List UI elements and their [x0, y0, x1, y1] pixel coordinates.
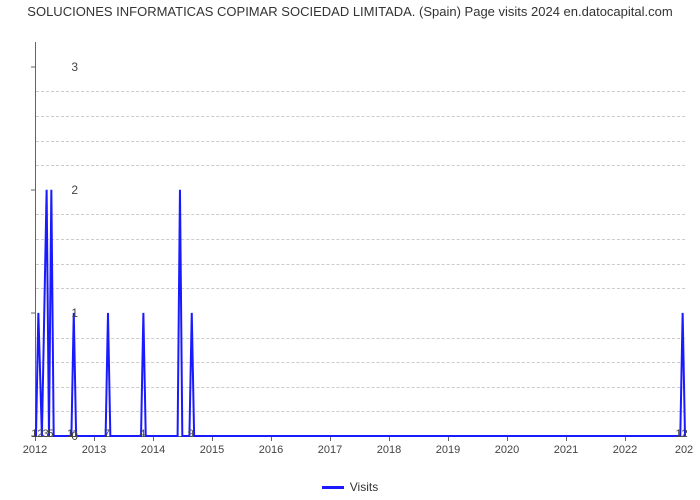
x-tick-mark [212, 437, 213, 441]
x-tick-label: 2022 [613, 444, 637, 456]
legend-label: Visits [350, 480, 378, 494]
x-tick-label: 2012 [23, 444, 47, 456]
x-tick-label: 2019 [436, 444, 460, 456]
x-tick-label: 2020 [495, 444, 519, 456]
chart-plot-wrap [35, 42, 685, 437]
y-tick-label: 3 [58, 60, 78, 74]
plot-area [35, 42, 685, 437]
data-point-label: 9 [188, 428, 194, 440]
chart-title: SOLUCIONES INFORMATICAS COPIMAR SOCIEDAD… [0, 0, 700, 20]
x-tick-label: 2013 [82, 444, 106, 456]
x-tick-mark [153, 437, 154, 441]
data-point-label: 12 [676, 428, 688, 440]
x-tick-label: 2017 [318, 444, 342, 456]
x-tick-mark [507, 437, 508, 441]
x-tick-mark [389, 437, 390, 441]
y-tick-mark [31, 189, 35, 190]
data-point-label: 4 [139, 428, 145, 440]
x-tick-mark [330, 437, 331, 441]
x-tick-mark [448, 437, 449, 441]
x-tick-mark [94, 437, 95, 441]
data-point-label: 11 [67, 428, 78, 440]
y-tick-label: 1 [58, 306, 78, 320]
x-tick-mark [271, 437, 272, 441]
x-tick-label: 2015 [200, 444, 224, 456]
legend: Visits [0, 476, 700, 495]
data-point-label: 5 [47, 428, 53, 440]
x-tick-label: 2014 [141, 444, 165, 456]
visits-line [36, 42, 686, 437]
x-tick-label: 2021 [554, 444, 578, 456]
data-point-label: 7 [104, 428, 110, 440]
y-tick-mark [31, 312, 35, 313]
x-tick-mark [566, 437, 567, 441]
x-tick-label: 202 [675, 444, 693, 456]
legend-item-visits: Visits [322, 480, 378, 494]
x-tick-label: 2016 [259, 444, 283, 456]
x-tick-mark [625, 437, 626, 441]
chart-container: { "title": "SOLUCIONES INFORMATICAS COPI… [0, 0, 700, 500]
x-tick-label: 2018 [377, 444, 401, 456]
y-tick-label: 2 [58, 183, 78, 197]
legend-swatch [322, 486, 344, 489]
y-tick-mark [31, 66, 35, 67]
